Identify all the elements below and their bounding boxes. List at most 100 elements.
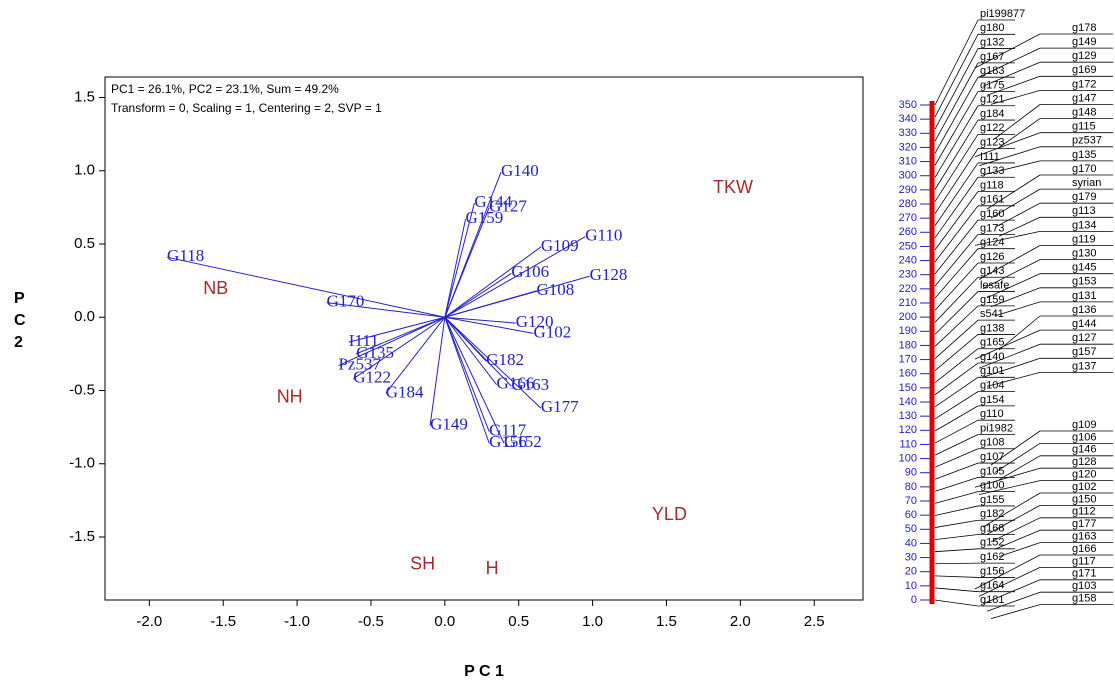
- scale-tick-label: 210: [899, 297, 917, 309]
- branch: [978, 47, 1041, 78]
- trait-label: NB: [203, 278, 228, 298]
- y-tick-label: -0.5: [69, 381, 95, 398]
- scale-tick-label: 120: [899, 424, 917, 436]
- branch: [986, 273, 1041, 299]
- x-tick-label: 2.0: [730, 613, 751, 630]
- scale-tick-label: 300: [899, 170, 917, 182]
- trait-label: NH: [277, 387, 303, 407]
- vector: [444, 290, 537, 318]
- branch: [934, 276, 979, 323]
- genotype-label: G118: [167, 246, 204, 265]
- branch: [990, 287, 1041, 308]
- leaf-label: g146: [1072, 444, 1096, 456]
- leaf-label: g147: [1072, 92, 1096, 104]
- branch: [974, 33, 1041, 69]
- leaf-label: g103: [1072, 580, 1096, 592]
- branch: [934, 205, 979, 263]
- leaf-label: g119: [1072, 233, 1096, 245]
- branch: [978, 343, 1041, 369]
- leaf-label: g178: [1072, 22, 1096, 34]
- leaf-label: g102: [1072, 481, 1096, 493]
- branch: [934, 434, 979, 456]
- genotype-label: G135: [356, 343, 394, 362]
- vector: [352, 316, 446, 380]
- leaf-label: pz537: [1072, 135, 1102, 147]
- branch: [934, 62, 979, 142]
- leaf-label: g165: [980, 337, 1004, 349]
- scale-tick-label: 250: [899, 240, 917, 252]
- y-tick-label: -1.5: [69, 528, 95, 545]
- scale-tick-label: 320: [899, 141, 917, 153]
- branch: [934, 262, 979, 311]
- scale-tick-label: 100: [899, 452, 917, 464]
- branch: [986, 372, 1041, 387]
- vector: [444, 316, 512, 387]
- branch: [978, 146, 1041, 167]
- branch: [994, 202, 1041, 228]
- leaf-label: g108: [980, 437, 1004, 449]
- genotype-label: G184: [386, 382, 424, 401]
- vector: [444, 316, 534, 334]
- leaf-label: g113: [1072, 205, 1096, 217]
- trait-label: SH: [410, 554, 435, 574]
- branch: [994, 443, 1041, 473]
- leaf-label: g180: [980, 22, 1004, 34]
- leaf-label: g134: [1072, 219, 1096, 231]
- branch: [934, 462, 979, 480]
- leaf-label: g131: [1072, 290, 1096, 302]
- scale-tick-label: 150: [899, 382, 917, 394]
- leaf-label: g154: [980, 394, 1004, 406]
- branch: [978, 567, 1041, 597]
- scale-tick-label: 90: [905, 467, 917, 479]
- annotation: Transform = 0, Scaling = 1, Centering = …: [111, 101, 382, 115]
- leaf-label: g135: [1072, 149, 1096, 161]
- branch: [994, 104, 1041, 139]
- branch: [990, 604, 1041, 619]
- scale-tick-label: 190: [899, 325, 917, 337]
- genotype-label: G166: [497, 374, 535, 393]
- leaf-label: g170: [1072, 163, 1096, 175]
- scale-tick-label: 200: [899, 311, 917, 323]
- branch: [998, 542, 1041, 557]
- leaf-label: g109: [1072, 419, 1096, 431]
- leaf-label: g153: [1072, 276, 1096, 288]
- leaf-label: g101: [980, 365, 1004, 377]
- scale-tick-label: 330: [899, 127, 917, 139]
- x-tick-label: 2.5: [804, 613, 825, 630]
- branch: [934, 219, 979, 275]
- leaf-label: g179: [1072, 191, 1096, 203]
- branch: [994, 529, 1041, 550]
- branch: [978, 245, 1041, 280]
- leaf-label: g115: [1072, 121, 1096, 133]
- leaf-label: g138: [980, 322, 1004, 334]
- scale-tick-label: 0: [911, 594, 917, 606]
- leaf-label: g163: [1072, 531, 1096, 543]
- leaf-label: g140: [980, 351, 1004, 363]
- genotype-label: Pz537: [338, 355, 381, 374]
- leaf-label: g145: [1072, 262, 1096, 274]
- branch: [934, 599, 979, 607]
- scale-tick-label: 350: [899, 99, 917, 111]
- leaf-label: syrian: [1072, 177, 1101, 189]
- vector: [444, 317, 505, 444]
- branch: [934, 291, 979, 335]
- branch: [974, 329, 1041, 360]
- leaf-label: g118: [980, 179, 1004, 191]
- branch: [934, 76, 979, 154]
- branch: [934, 575, 979, 578]
- branch: [934, 91, 979, 166]
- genotype-label: G117: [489, 420, 527, 439]
- genotype-label: G109: [541, 236, 579, 255]
- genotype-label: G140: [501, 161, 539, 180]
- leaf-label: g124: [980, 237, 1004, 249]
- x-tick-label: 1.0: [582, 613, 603, 630]
- leaf-label: g126: [980, 251, 1004, 263]
- trait-label: TKW: [713, 177, 753, 197]
- branch: [934, 48, 979, 130]
- genotype-label: G152: [504, 432, 542, 451]
- leaf-label: g117: [1072, 555, 1096, 567]
- leaf-label: g120: [1072, 469, 1096, 481]
- scale-tick-label: 60: [905, 509, 917, 521]
- leaf-label: g136: [1072, 304, 1096, 316]
